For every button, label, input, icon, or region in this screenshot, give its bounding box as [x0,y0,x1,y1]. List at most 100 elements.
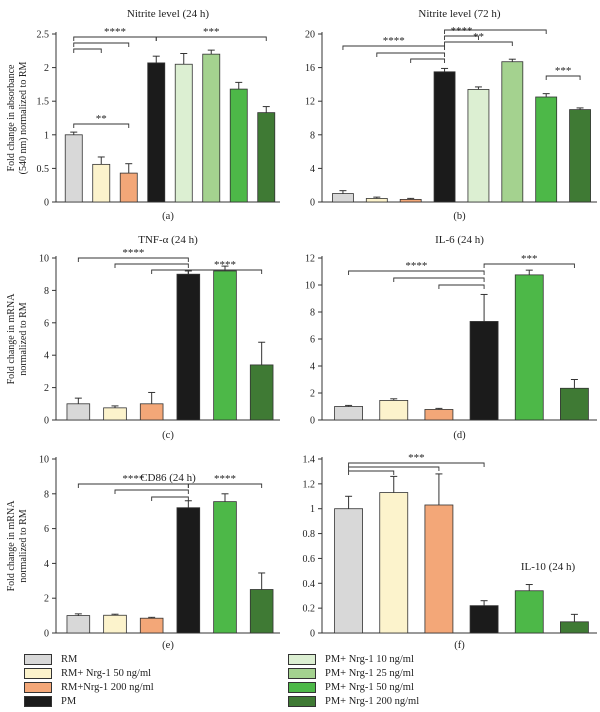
bar-pm_nrg50 [229,88,248,203]
y-tick-label: 6 [44,318,49,329]
y-tick-label: 8 [44,286,49,297]
panel-letter: (d) [453,430,466,441]
y-tick-label: 2 [310,389,315,400]
legend-swatch-pm-nrg50 [288,682,316,693]
panel-letter: (a) [162,211,174,222]
significance-bracket [342,45,446,50]
bar-pm_nrg25 [501,61,524,203]
bar-rm_nrg200 [119,172,138,203]
y-tick-label: 6 [44,524,49,535]
bar-rm_nrg50 [379,492,409,634]
significance-label: **** [214,473,236,485]
bar-rm_nrg200 [424,409,454,421]
bar-pm_nrg50 [213,501,237,634]
bar-pm [176,507,201,634]
y-tick-label: 0.5 [37,164,50,175]
bar-pm_nrg25 [202,53,221,203]
significance-label: ** [473,31,484,43]
significance-label: **** [104,26,126,38]
legend-swatch-rm [24,654,52,665]
y-tick-label: 10 [39,254,49,265]
significance-label: **** [451,25,473,37]
chart-title: Nitrite level (72 h) [418,8,501,20]
legend-swatch-pm-nrg25 [288,668,316,679]
bar-rm_nrg50 [92,163,111,203]
y-tick-label: 1.2 [303,479,316,490]
significance-bracket [438,284,485,289]
bar-rm [64,134,83,203]
chart-title: TNF-α (24 h) [138,234,198,246]
y-tick-label: 8 [310,308,315,319]
y-tick-label: 12 [305,254,315,265]
y-axis-label: normalized to RM [18,302,29,375]
y-tick-label: 1 [44,130,49,141]
bar-rm [66,615,91,634]
y-tick-label: 2 [44,383,49,394]
y-tick-label: 8 [44,489,49,500]
significance-bracket [77,257,189,262]
panel-letter: (e) [162,640,174,651]
bar-pm_nrg50 [535,96,558,203]
significance-bracket [151,496,189,501]
significance-bracket [114,263,189,268]
y-tick-label: 0 [44,198,49,209]
y-tick-label: 0.2 [303,604,316,615]
significance-bracket [114,489,189,494]
legend-item-rm-nrg50: RM+ Nrg-1 50 ng/ml [24,668,151,679]
legend-label-pm: PM [61,696,77,707]
bar-pm_nrg200 [560,621,589,634]
y-axis-label: normalized to RM [18,509,29,582]
y-tick-label: 12 [305,97,315,108]
legend-swatch-rm-nrg200 [24,682,52,693]
significance-label: *** [408,452,425,464]
y-tick-label: 6 [310,335,315,346]
y-tick-label: 2 [44,63,49,74]
bar-rm [334,508,363,634]
significance-label: *** [203,26,220,38]
legend-item-pm-nrg10: PM+ Nrg-1 10 ng/ml [288,654,414,665]
legend-swatch-pm-nrg10 [288,654,316,665]
y-tick-label: 1.5 [37,97,50,108]
significance-bracket [410,58,446,63]
significance-bracket [73,42,130,47]
y-tick-label: 0.6 [303,554,316,565]
significance-label: **** [405,260,427,272]
bar-rm_nrg50 [365,198,388,203]
significance-label: **** [122,473,144,485]
significance-label: ** [96,113,107,125]
chart-title: Nitrite level (24 h) [127,8,210,20]
significance-bracket [444,35,479,40]
bar-pm [147,62,166,203]
panel-letter: (b) [453,211,466,222]
bar-pm_nrg200 [257,112,276,203]
legend-item-pm-nrg50: PM+ Nrg-1 50 ng/ml [288,682,414,693]
significance-bracket [73,123,130,128]
y-axis-label: (540 nm) normalized to RM [18,62,29,175]
bar-rm [66,403,91,421]
significance-bracket [376,52,446,57]
bar-rm_nrg200 [424,504,454,634]
significance-bracket [348,270,485,275]
y-axis-label: Fold change in absorbance [6,64,17,171]
bar-pm_nrg200 [249,364,274,421]
legend-item-rm: RM [24,654,77,665]
legend: RM RM+ Nrg-1 50 ng/ml RM+Nrg-1 200 ng/ml… [24,654,584,710]
y-tick-label: 4 [44,559,49,570]
bar-rm_nrg50 [103,407,127,421]
significance-bracket [444,29,547,34]
bar-pm_nrg50 [514,590,544,634]
legend-label-pm-nrg25: PM+ Nrg-1 25 ng/ml [325,668,414,679]
y-tick-label: 4 [310,164,315,175]
bar-rm_nrg200 [399,198,422,203]
bar-pm_nrg50 [514,274,544,421]
legend-item-pm-nrg200: PM+ Nrg-1 200 ng/ml [288,696,419,707]
y-tick-label: 0 [310,198,315,209]
legend-item-pm-nrg25: PM+ Nrg-1 25 ng/ml [288,668,414,679]
significance-bracket [348,470,395,475]
significance-bracket [348,462,485,467]
legend-label-rm-nrg200: RM+Nrg-1 200 ng/ml [61,682,154,693]
panel-letter: (f) [454,640,465,651]
bar-pm [433,71,456,203]
significance-label: **** [122,247,144,259]
chart-title: CD86 (24 h) [140,472,196,484]
